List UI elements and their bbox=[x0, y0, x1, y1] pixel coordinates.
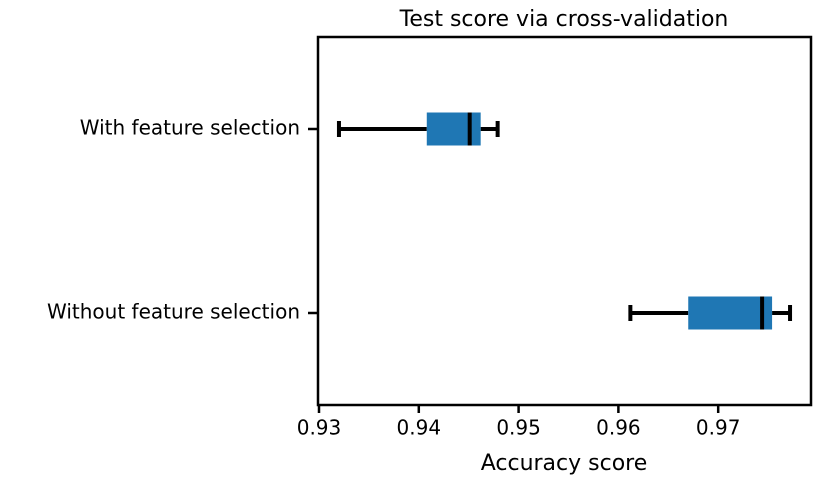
x-tick-label: 0.95 bbox=[496, 416, 541, 440]
y-tick-label: With feature selection bbox=[80, 116, 300, 140]
y-tick-label: Without feature selection bbox=[47, 300, 300, 324]
plot-frame bbox=[316, 35, 813, 407]
x-tick-label: 0.93 bbox=[297, 416, 342, 440]
box bbox=[426, 112, 481, 146]
x-axis-label: Accuracy score bbox=[481, 451, 648, 476]
box bbox=[688, 296, 773, 330]
x-tick-label: 0.94 bbox=[397, 416, 442, 440]
x-tick-label: 0.97 bbox=[696, 416, 741, 440]
x-tick-label: 0.96 bbox=[596, 416, 641, 440]
chart-title: Test score via cross-validation bbox=[399, 7, 729, 32]
